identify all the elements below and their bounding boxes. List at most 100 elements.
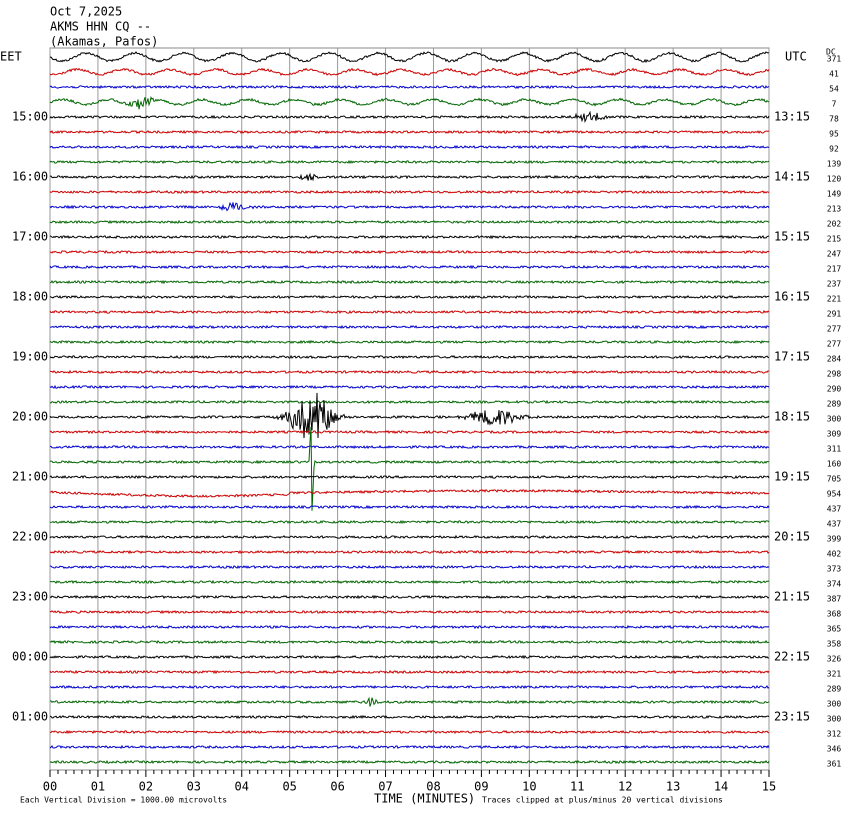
right-time-label: 17:15 bbox=[774, 350, 810, 364]
dc-value: 7 bbox=[832, 100, 837, 109]
trace bbox=[49, 392, 770, 439]
trace bbox=[49, 110, 770, 124]
title-line: (Akamas, Pafos) bbox=[50, 35, 158, 49]
trace bbox=[49, 339, 770, 345]
x-tick-label: 08 bbox=[426, 780, 440, 794]
dc-value: 311 bbox=[827, 445, 842, 454]
dc-value: 290 bbox=[827, 385, 842, 394]
trace bbox=[49, 189, 770, 195]
x-axis-title: TIME (MINUTES) bbox=[374, 792, 475, 806]
trace bbox=[50, 579, 770, 585]
right-time-label: 20:15 bbox=[774, 530, 810, 544]
x-tick-label: 15 bbox=[762, 780, 776, 794]
x-tick-label: 07 bbox=[378, 780, 392, 794]
dc-value: 247 bbox=[827, 250, 842, 259]
right-time-label: 15:15 bbox=[774, 230, 810, 244]
trace bbox=[49, 369, 770, 375]
left-time-label: 16:00 bbox=[12, 170, 48, 184]
left-time-label: 19:00 bbox=[12, 350, 48, 364]
x-tick-label: 06 bbox=[330, 780, 344, 794]
left-time-label: 20:00 bbox=[12, 410, 48, 424]
trace bbox=[49, 504, 770, 510]
x-tick-label: 03 bbox=[187, 780, 201, 794]
left-time-label: 21:00 bbox=[12, 470, 48, 484]
dc-value: 202 bbox=[827, 220, 842, 229]
trace bbox=[49, 696, 770, 707]
x-tick-label: 04 bbox=[235, 780, 249, 794]
trace bbox=[49, 609, 770, 615]
dc-value: 954 bbox=[827, 490, 842, 499]
trace bbox=[49, 426, 770, 511]
dc-value: 215 bbox=[827, 235, 842, 244]
dc-value: 368 bbox=[827, 610, 842, 619]
dc-value: 54 bbox=[829, 85, 839, 94]
dc-value: 437 bbox=[827, 520, 842, 529]
trace bbox=[49, 309, 770, 315]
trace bbox=[49, 759, 770, 765]
dc-value: 298 bbox=[827, 370, 842, 379]
trace bbox=[50, 249, 770, 255]
trace bbox=[49, 67, 770, 77]
dc-value: 705 bbox=[827, 475, 842, 484]
dc-value: 300 bbox=[827, 715, 842, 724]
trace bbox=[49, 399, 770, 405]
dc-value: 160 bbox=[827, 460, 842, 469]
x-tick-label: 05 bbox=[282, 780, 296, 794]
dc-value: 120 bbox=[827, 175, 842, 184]
x-tick-label: 00 bbox=[43, 780, 57, 794]
right-time-label: 19:15 bbox=[774, 470, 810, 484]
dc-value: 365 bbox=[827, 625, 842, 634]
left-axis-title: EET bbox=[0, 50, 22, 64]
dc-value: 371 bbox=[827, 55, 842, 64]
left-time-label: 23:00 bbox=[12, 590, 48, 604]
dc-value: 373 bbox=[827, 565, 842, 574]
left-time-label: 01:00 bbox=[12, 710, 48, 724]
trace bbox=[49, 51, 770, 64]
trace bbox=[49, 624, 770, 630]
dc-value: 289 bbox=[827, 400, 842, 409]
dc-value: 217 bbox=[827, 265, 842, 274]
trace bbox=[49, 324, 770, 330]
left-time-label: 18:00 bbox=[12, 290, 48, 304]
x-tick-label: 09 bbox=[474, 780, 488, 794]
trace bbox=[49, 144, 770, 150]
dc-value: 78 bbox=[829, 115, 839, 124]
x-tick-label: 01 bbox=[91, 780, 105, 794]
trace bbox=[49, 129, 770, 135]
x-tick-label: 13 bbox=[666, 780, 680, 794]
dc-value: 92 bbox=[829, 145, 839, 154]
right-time-label: 22:15 bbox=[774, 650, 810, 664]
trace bbox=[49, 549, 770, 555]
x-tick-label: 10 bbox=[522, 780, 536, 794]
dc-value: 361 bbox=[827, 760, 842, 769]
right-axis-title: UTC bbox=[785, 50, 807, 64]
dc-value: 291 bbox=[827, 310, 842, 319]
trace bbox=[49, 201, 770, 212]
dc-value: 387 bbox=[827, 595, 842, 604]
left-time-label: 15:00 bbox=[12, 110, 48, 124]
trace bbox=[49, 159, 770, 165]
dc-value: 437 bbox=[827, 505, 842, 514]
left-time-label: 17:00 bbox=[12, 230, 48, 244]
dc-value: 149 bbox=[827, 190, 842, 199]
trace bbox=[49, 279, 770, 285]
trace bbox=[49, 564, 770, 570]
right-time-label: 14:15 bbox=[774, 170, 810, 184]
trace bbox=[49, 639, 770, 645]
trace bbox=[49, 264, 770, 270]
trace bbox=[49, 96, 770, 110]
trace bbox=[49, 488, 770, 498]
trace bbox=[49, 234, 770, 240]
trace bbox=[49, 534, 770, 540]
dc-value: 300 bbox=[827, 415, 842, 424]
dc-value: 312 bbox=[827, 730, 842, 739]
trace bbox=[49, 444, 770, 450]
trace bbox=[49, 474, 770, 480]
right-time-label: 16:15 bbox=[774, 290, 810, 304]
trace bbox=[49, 294, 770, 300]
dc-value: 237 bbox=[827, 280, 842, 289]
x-tick-label: 02 bbox=[139, 780, 153, 794]
dc-value: 213 bbox=[827, 205, 842, 214]
trace bbox=[49, 669, 770, 675]
